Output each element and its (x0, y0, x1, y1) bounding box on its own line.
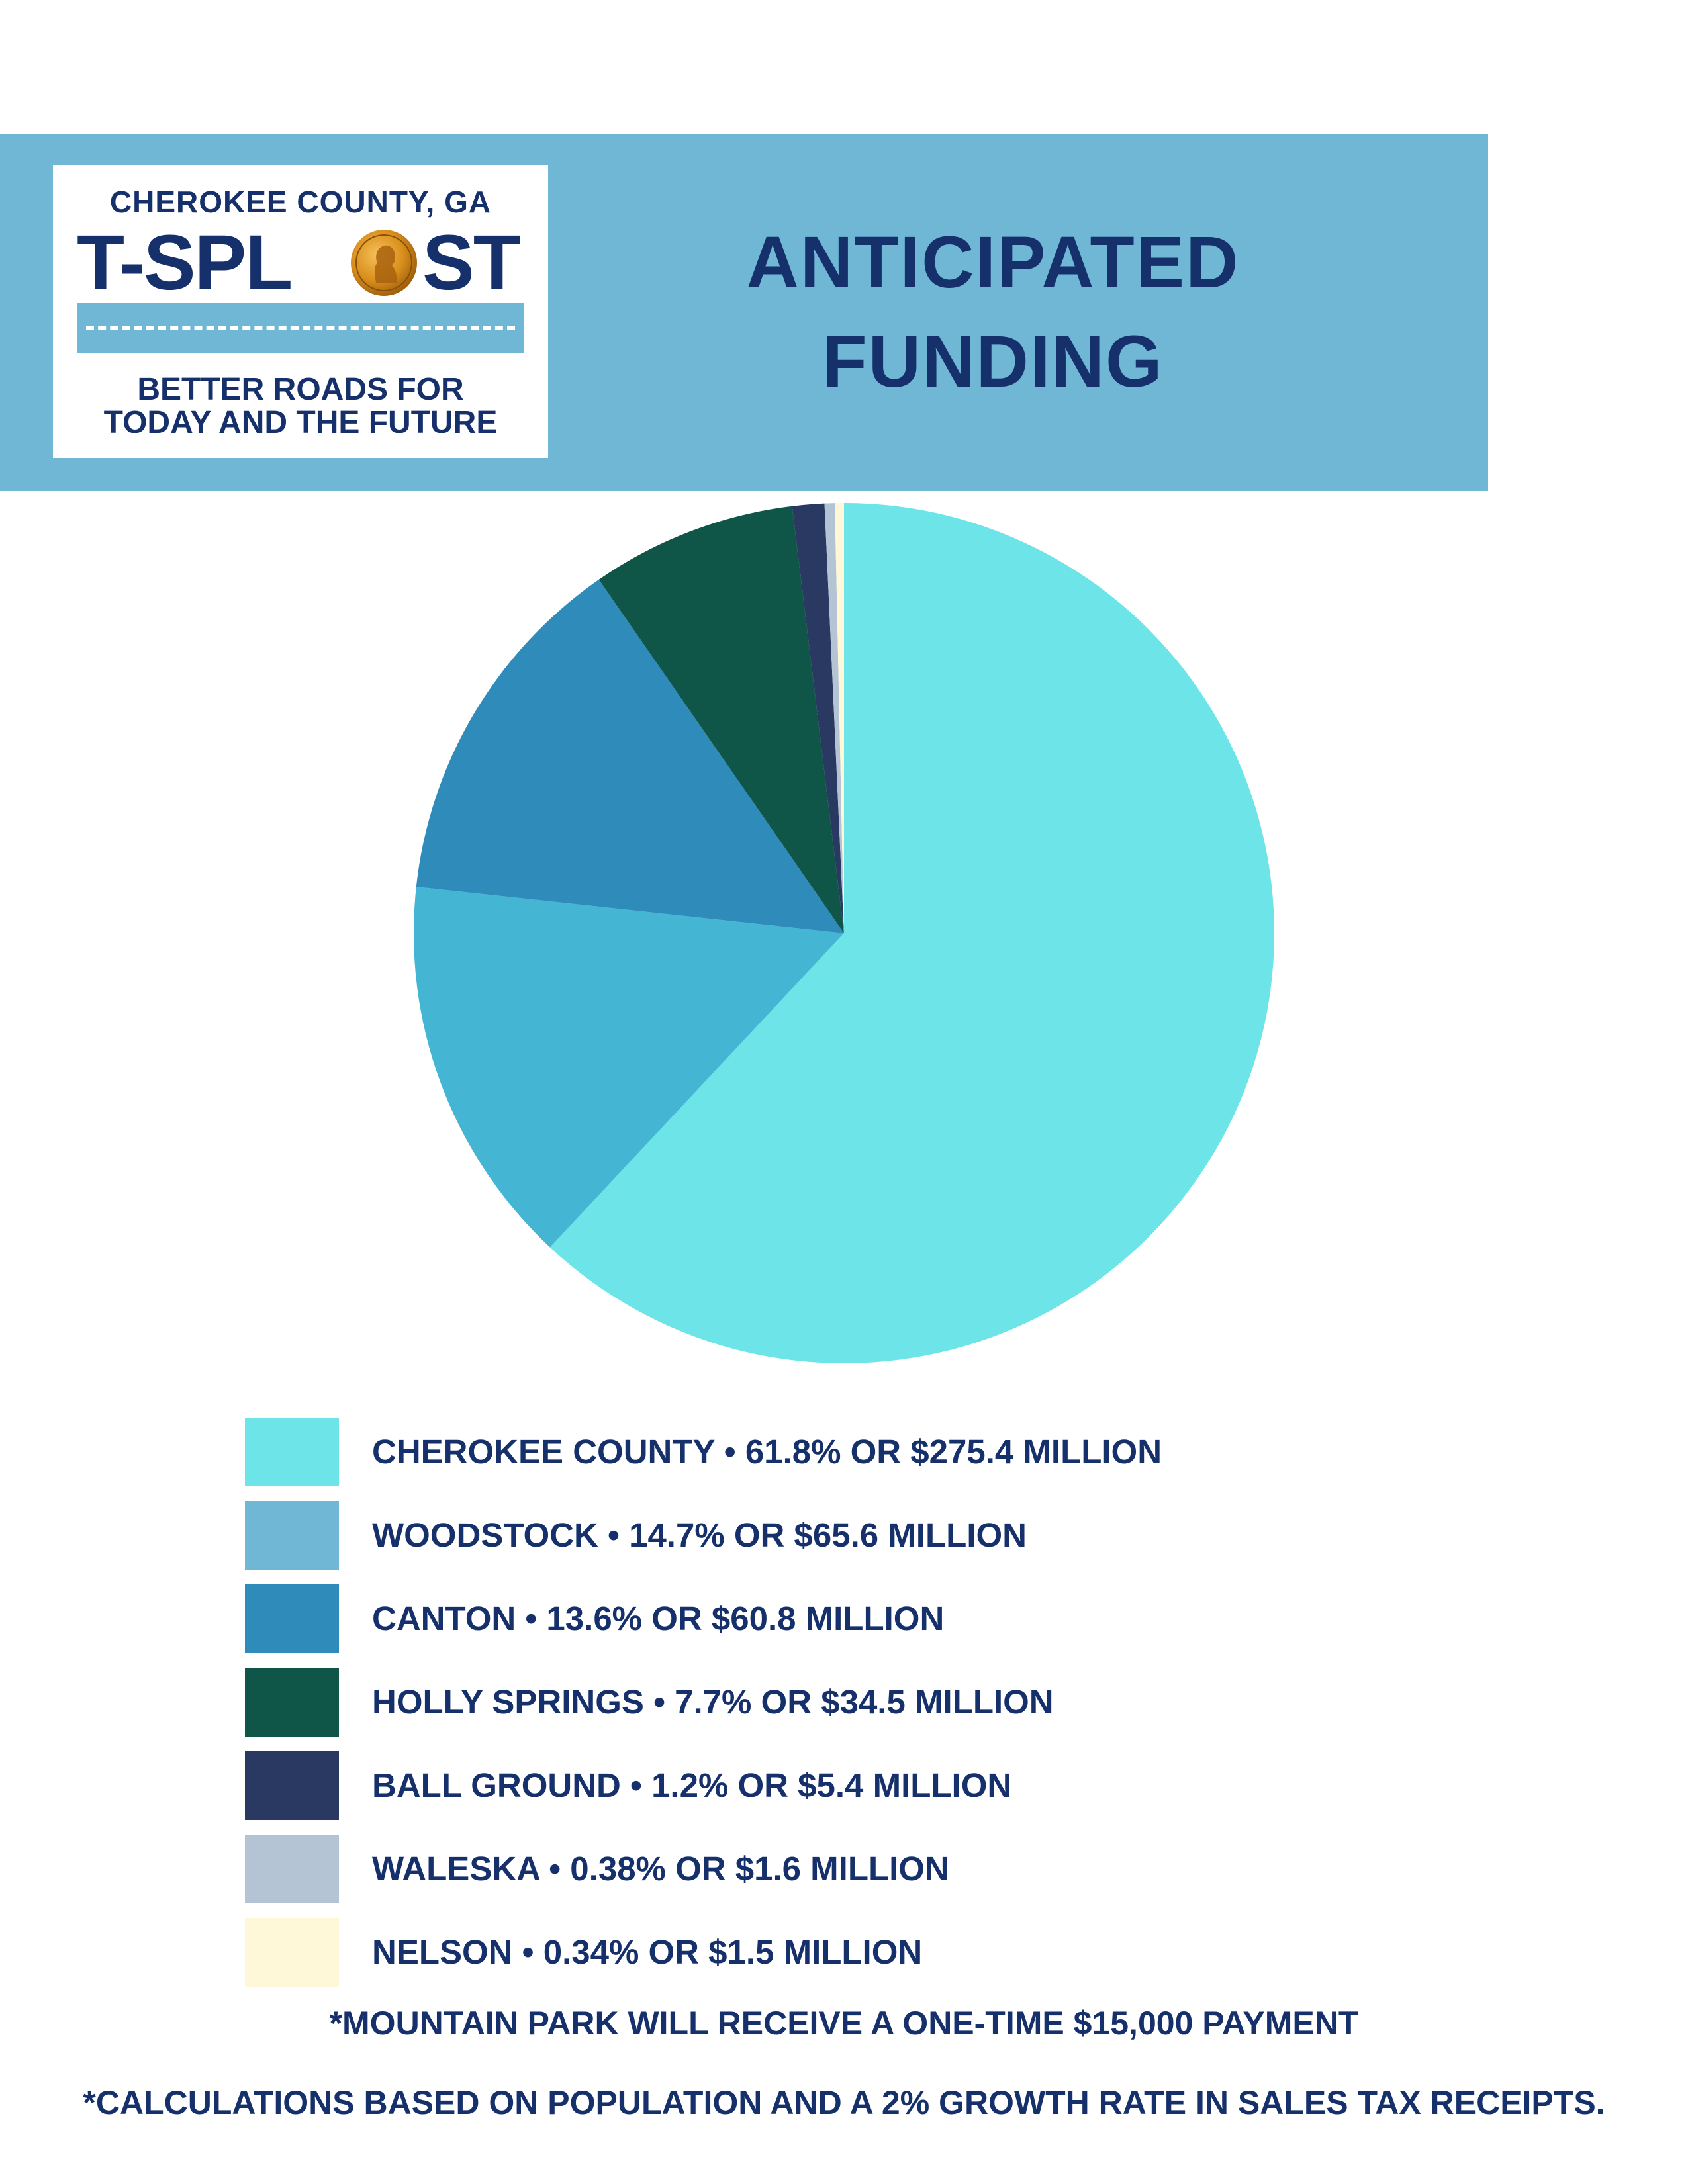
legend-label: HOLLY SPRINGS • 7.7% OR $34.5 MILLION (372, 1683, 1054, 1721)
tsplost-logo: CHEROKEE COUNTY, GA T-SPL ST BETTER ROAD… (53, 165, 548, 458)
legend-label: NELSON • 0.34% OR $1.5 MILLION (372, 1933, 923, 1971)
legend-item-canton: CANTON • 13.6% OR $60.8 MILLION (245, 1584, 1569, 1653)
penny-coin-icon (351, 230, 417, 296)
legend-label: CHEROKEE COUNTY • 61.8% OR $275.4 MILLIO… (372, 1433, 1162, 1471)
road-dash-line (86, 326, 515, 330)
pie-slice-holly-springs (598, 506, 844, 933)
legend-swatch (245, 1418, 339, 1486)
pie-slice-woodstock (414, 887, 844, 1248)
legend-label: CANTON • 13.6% OR $60.8 MILLION (372, 1600, 945, 1637)
logo-tagline-1: BETTER ROADS FOR (137, 372, 464, 407)
logo-road-stripe (77, 303, 524, 353)
pie-chart (414, 503, 1274, 1363)
pie-slice-waleska (824, 503, 844, 933)
logo-county-text: CHEROKEE COUNTY, GA (109, 185, 492, 219)
logo-brand-right: ST (422, 219, 521, 306)
legend-item-woodstock: WOODSTOCK • 14.7% OR $65.6 MILLION (245, 1501, 1569, 1570)
legend-swatch (245, 1668, 339, 1737)
legend-label: BALL GROUND • 1.2% OR $5.4 MILLION (372, 1766, 1012, 1804)
legend-item-cherokee-county: CHEROKEE COUNTY • 61.8% OR $275.4 MILLIO… (245, 1418, 1569, 1486)
footnote-mountain-park: *MOUNTAIN PARK WILL RECEIVE A ONE-TIME $… (329, 2005, 1359, 2042)
pie-slice-cherokee-county (549, 503, 1274, 1363)
legend-item-ball-ground: BALL GROUND • 1.2% OR $5.4 MILLION (245, 1751, 1569, 1820)
pie-slice-nelson (835, 503, 844, 933)
legend-swatch (245, 1584, 339, 1653)
legend-label: WOODSTOCK • 14.7% OR $65.6 MILLION (372, 1516, 1027, 1554)
page-title-line-2: FUNDING (822, 321, 1164, 402)
pie-slice-canton (416, 579, 844, 933)
logo-brand: T-SPL ST (77, 220, 527, 306)
legend-swatch (245, 1751, 339, 1820)
legend-item-nelson: NELSON • 0.34% OR $1.5 MILLION (245, 1918, 1569, 1987)
footnote-calculations: *CALCULATIONS BASED ON POPULATION AND A … (83, 2084, 1605, 2121)
legend-item-waleska: WALESKA • 0.38% OR $1.6 MILLION (245, 1835, 1569, 1903)
logo-tagline-2: TODAY AND THE FUTURE (103, 405, 498, 440)
legend-swatch (245, 1835, 339, 1903)
legend-swatch (245, 1918, 339, 1987)
page-title-line-1: ANTICIPATED (746, 222, 1240, 303)
legend-swatch (245, 1501, 339, 1570)
legend-item-holly-springs: HOLLY SPRINGS • 7.7% OR $34.5 MILLION (245, 1668, 1569, 1737)
legend-label: WALESKA • 0.38% OR $1.6 MILLION (372, 1850, 949, 1888)
logo-brand-left: T-SPL (77, 219, 293, 306)
pie-slice-ball-ground (792, 503, 844, 933)
